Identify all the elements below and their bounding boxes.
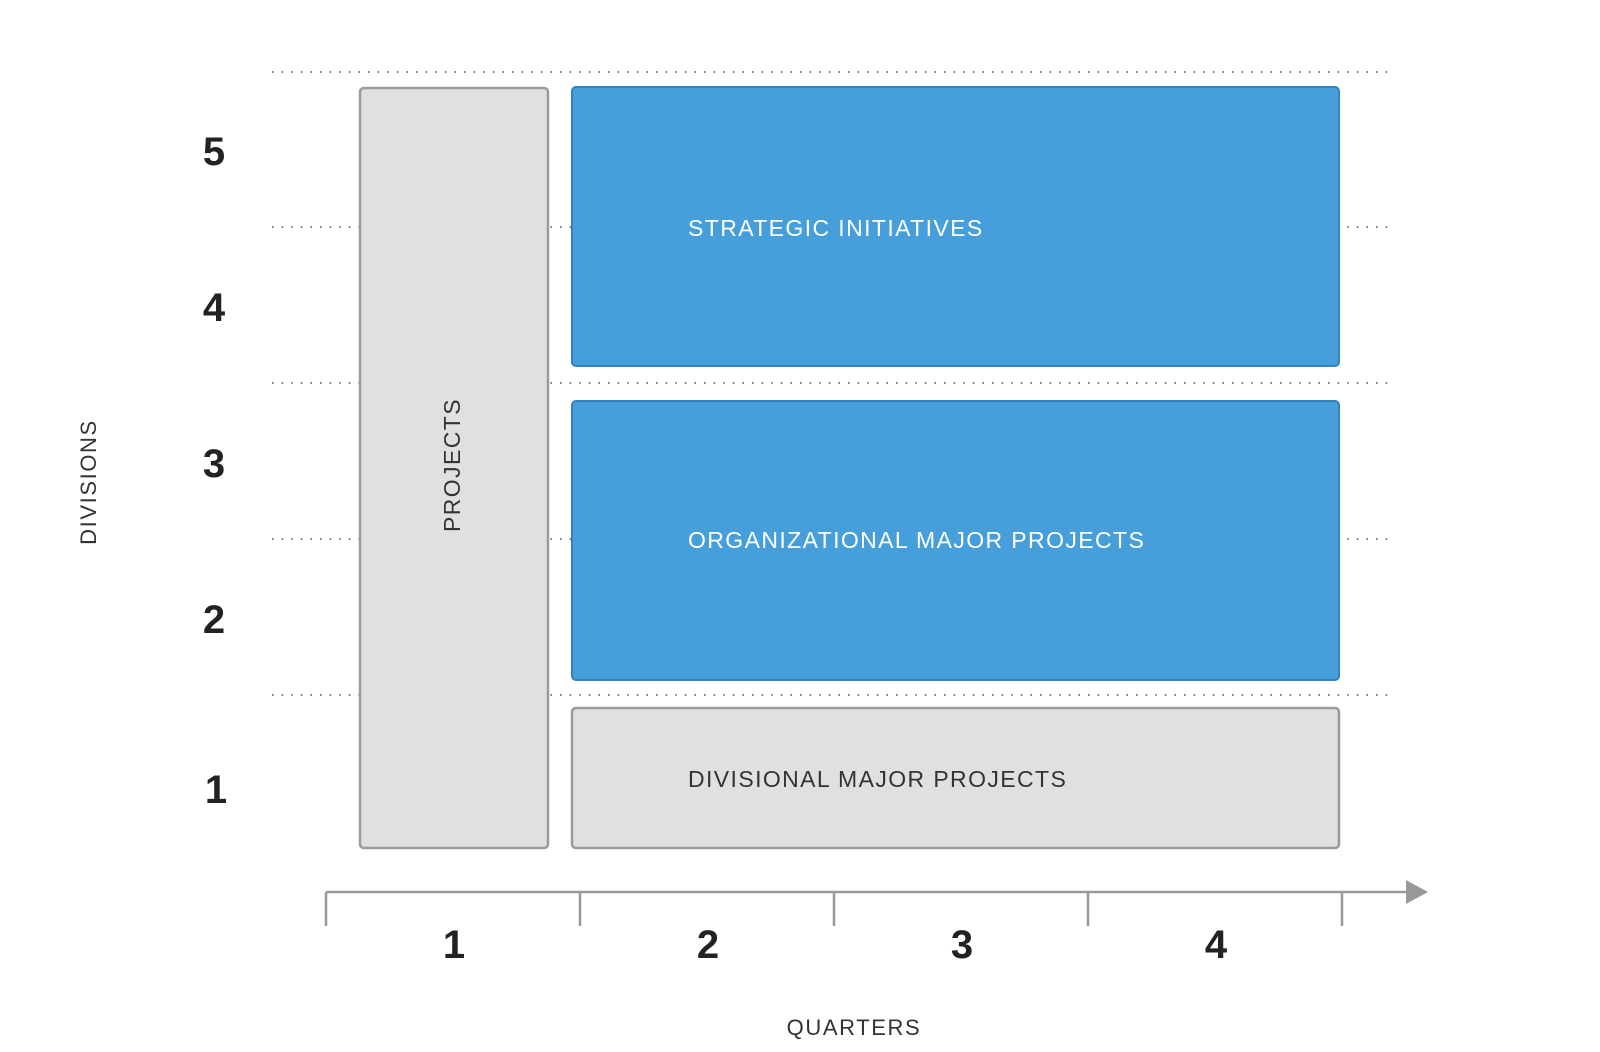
strategic-initiatives-label: STRATEGIC INITIATIVES (688, 215, 984, 241)
divisional-major-projects-box (570, 706, 1341, 850)
division-label-2: 2 (203, 598, 225, 642)
organizational-major-projects-label: ORGANIZATIONAL MAJOR PROJECTS (688, 527, 1145, 553)
strategic-label-backdrop (668, 210, 998, 246)
division-label-3: 3 (203, 442, 225, 486)
quarter-label-3: 3 (951, 923, 973, 967)
division-label-1: 1 (205, 768, 227, 812)
y-axis-title: DIVISIONS (76, 419, 101, 545)
division-label-4: 4 (203, 286, 226, 330)
x-axis-arrow-icon (1406, 880, 1428, 904)
quarter-label-4: 4 (1205, 923, 1228, 967)
projects-box (358, 86, 550, 850)
divisional-major-projects-label: DIVISIONAL MAJOR PROJECTS (688, 766, 1067, 792)
quarter-label-1: 1 (443, 923, 465, 967)
organizational-label-backdrop (668, 522, 1168, 558)
division-label-5: 5 (203, 130, 225, 174)
x-axis-title: QUARTERS (787, 1015, 922, 1040)
quarter-label-2: 2 (697, 923, 719, 967)
projects-label: PROJECTS (439, 398, 465, 532)
